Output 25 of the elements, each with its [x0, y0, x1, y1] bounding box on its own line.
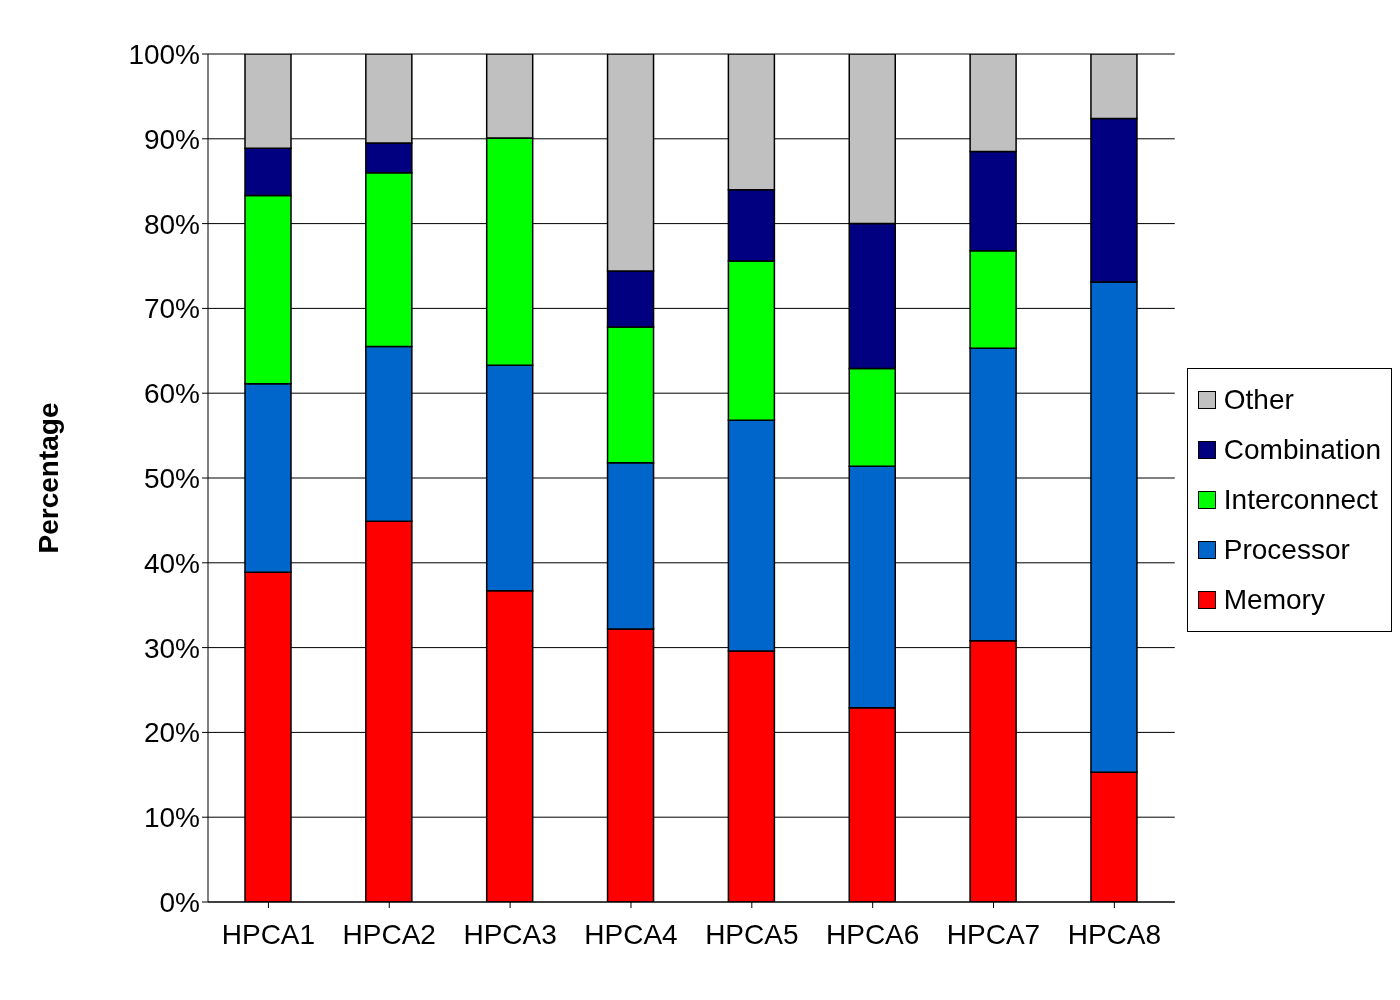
y-tick-label: 30%	[143, 632, 200, 664]
y-tick-label: 10%	[143, 802, 200, 834]
y-tick-label: 70%	[143, 293, 200, 325]
x-tick-label: HPCA4	[584, 918, 678, 950]
legend-label: Combination	[1223, 434, 1381, 466]
y-tick-label: 100%	[128, 38, 200, 70]
y-tick-label: 60%	[143, 378, 200, 410]
y-tick-label: 50%	[143, 462, 200, 494]
legend-label: Processor	[1223, 534, 1350, 566]
x-tick-label: HPCA6	[825, 918, 920, 950]
x-tick-label: HPCA5	[705, 918, 799, 950]
x-tick-label: HPCA1	[221, 918, 316, 950]
legend-label: Memory	[1223, 584, 1325, 616]
y-tick-label: 90%	[143, 123, 200, 155]
legend-label: Other	[1223, 384, 1294, 416]
y-tick-label: 20%	[143, 717, 200, 749]
x-tick-label: HPCA7	[946, 918, 1041, 950]
y-axis-title: Percentage	[32, 402, 64, 554]
y-tick-label: 0%	[159, 886, 200, 918]
x-tick-label: HPCA2	[342, 918, 436, 950]
legend-label: Interconnect	[1223, 484, 1378, 516]
x-tick-label: HPCA8	[1067, 918, 1162, 950]
y-tick-label: 40%	[143, 547, 200, 579]
y-tick-label: 80%	[143, 208, 200, 240]
x-tick-label: HPCA3	[463, 918, 557, 950]
